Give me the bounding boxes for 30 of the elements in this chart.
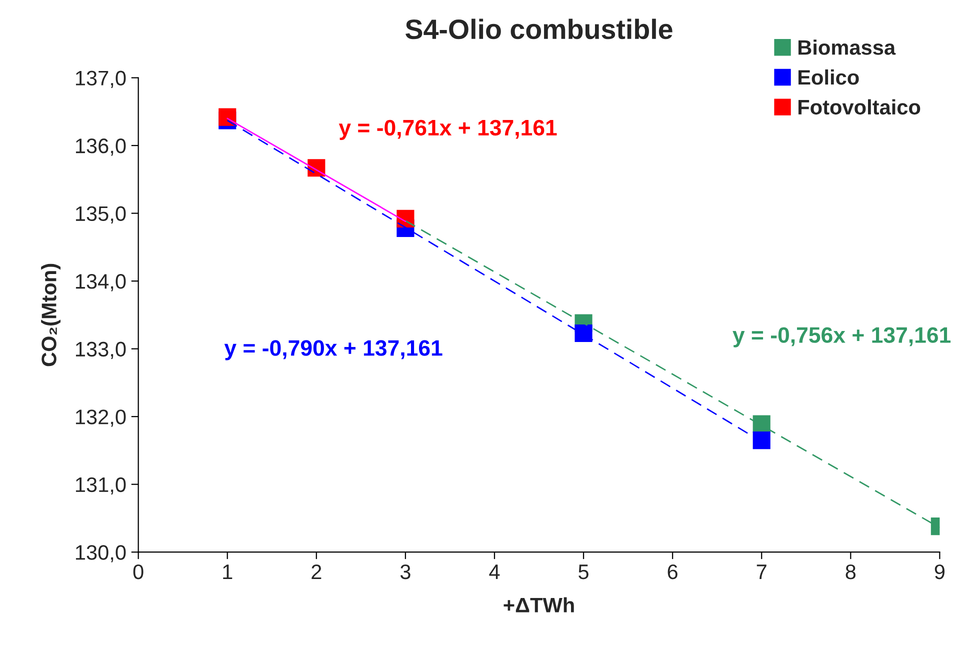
y-axis-title: CO₂(Mton) [41, 264, 61, 366]
legend-label: Biomassa [798, 40, 896, 55]
y-tick-label: 130,0 [76, 545, 126, 562]
x-tick-label: 0 [133, 564, 144, 580]
annotation: y = -0,790x + 137,161 [224, 340, 442, 360]
y-tick-label: 137,0 [76, 70, 126, 88]
point [218, 108, 236, 126]
y-tick-label: 133,0 [76, 342, 126, 360]
x-tick-label: 1 [223, 564, 232, 579]
legend-label: Eolico [798, 69, 859, 85]
y-tick-label: 134,0 [76, 274, 126, 292]
y-tick-label: 135,0 [76, 206, 126, 224]
point [752, 432, 770, 450]
x-tick-label: 7 [756, 564, 766, 579]
y-tick-label: 136,0 [76, 138, 126, 156]
x-tick-label: 6 [668, 564, 678, 580]
x-tick-label: 9 [934, 564, 944, 580]
y-tick-label: 131,0 [76, 477, 126, 495]
x-tick-label: 3 [400, 564, 410, 580]
x-tick-label: 4 [489, 564, 500, 579]
legend-label: Fotovoltaico [798, 99, 920, 115]
x-tick-label: 2 [312, 564, 322, 579]
x-axis-title: +ΔTWh [504, 597, 574, 612]
x-tick-label: 8 [846, 564, 856, 580]
x-tick-label: 5 [578, 564, 588, 580]
annotation: y = -0,761x + 137,161 [338, 120, 557, 140]
point [574, 324, 592, 342]
y-tick-label: 132,0 [76, 410, 126, 427]
annotation: y = -0,756x + 137,161 [732, 327, 951, 348]
chart-title: S4-Olio combustible [406, 18, 672, 40]
